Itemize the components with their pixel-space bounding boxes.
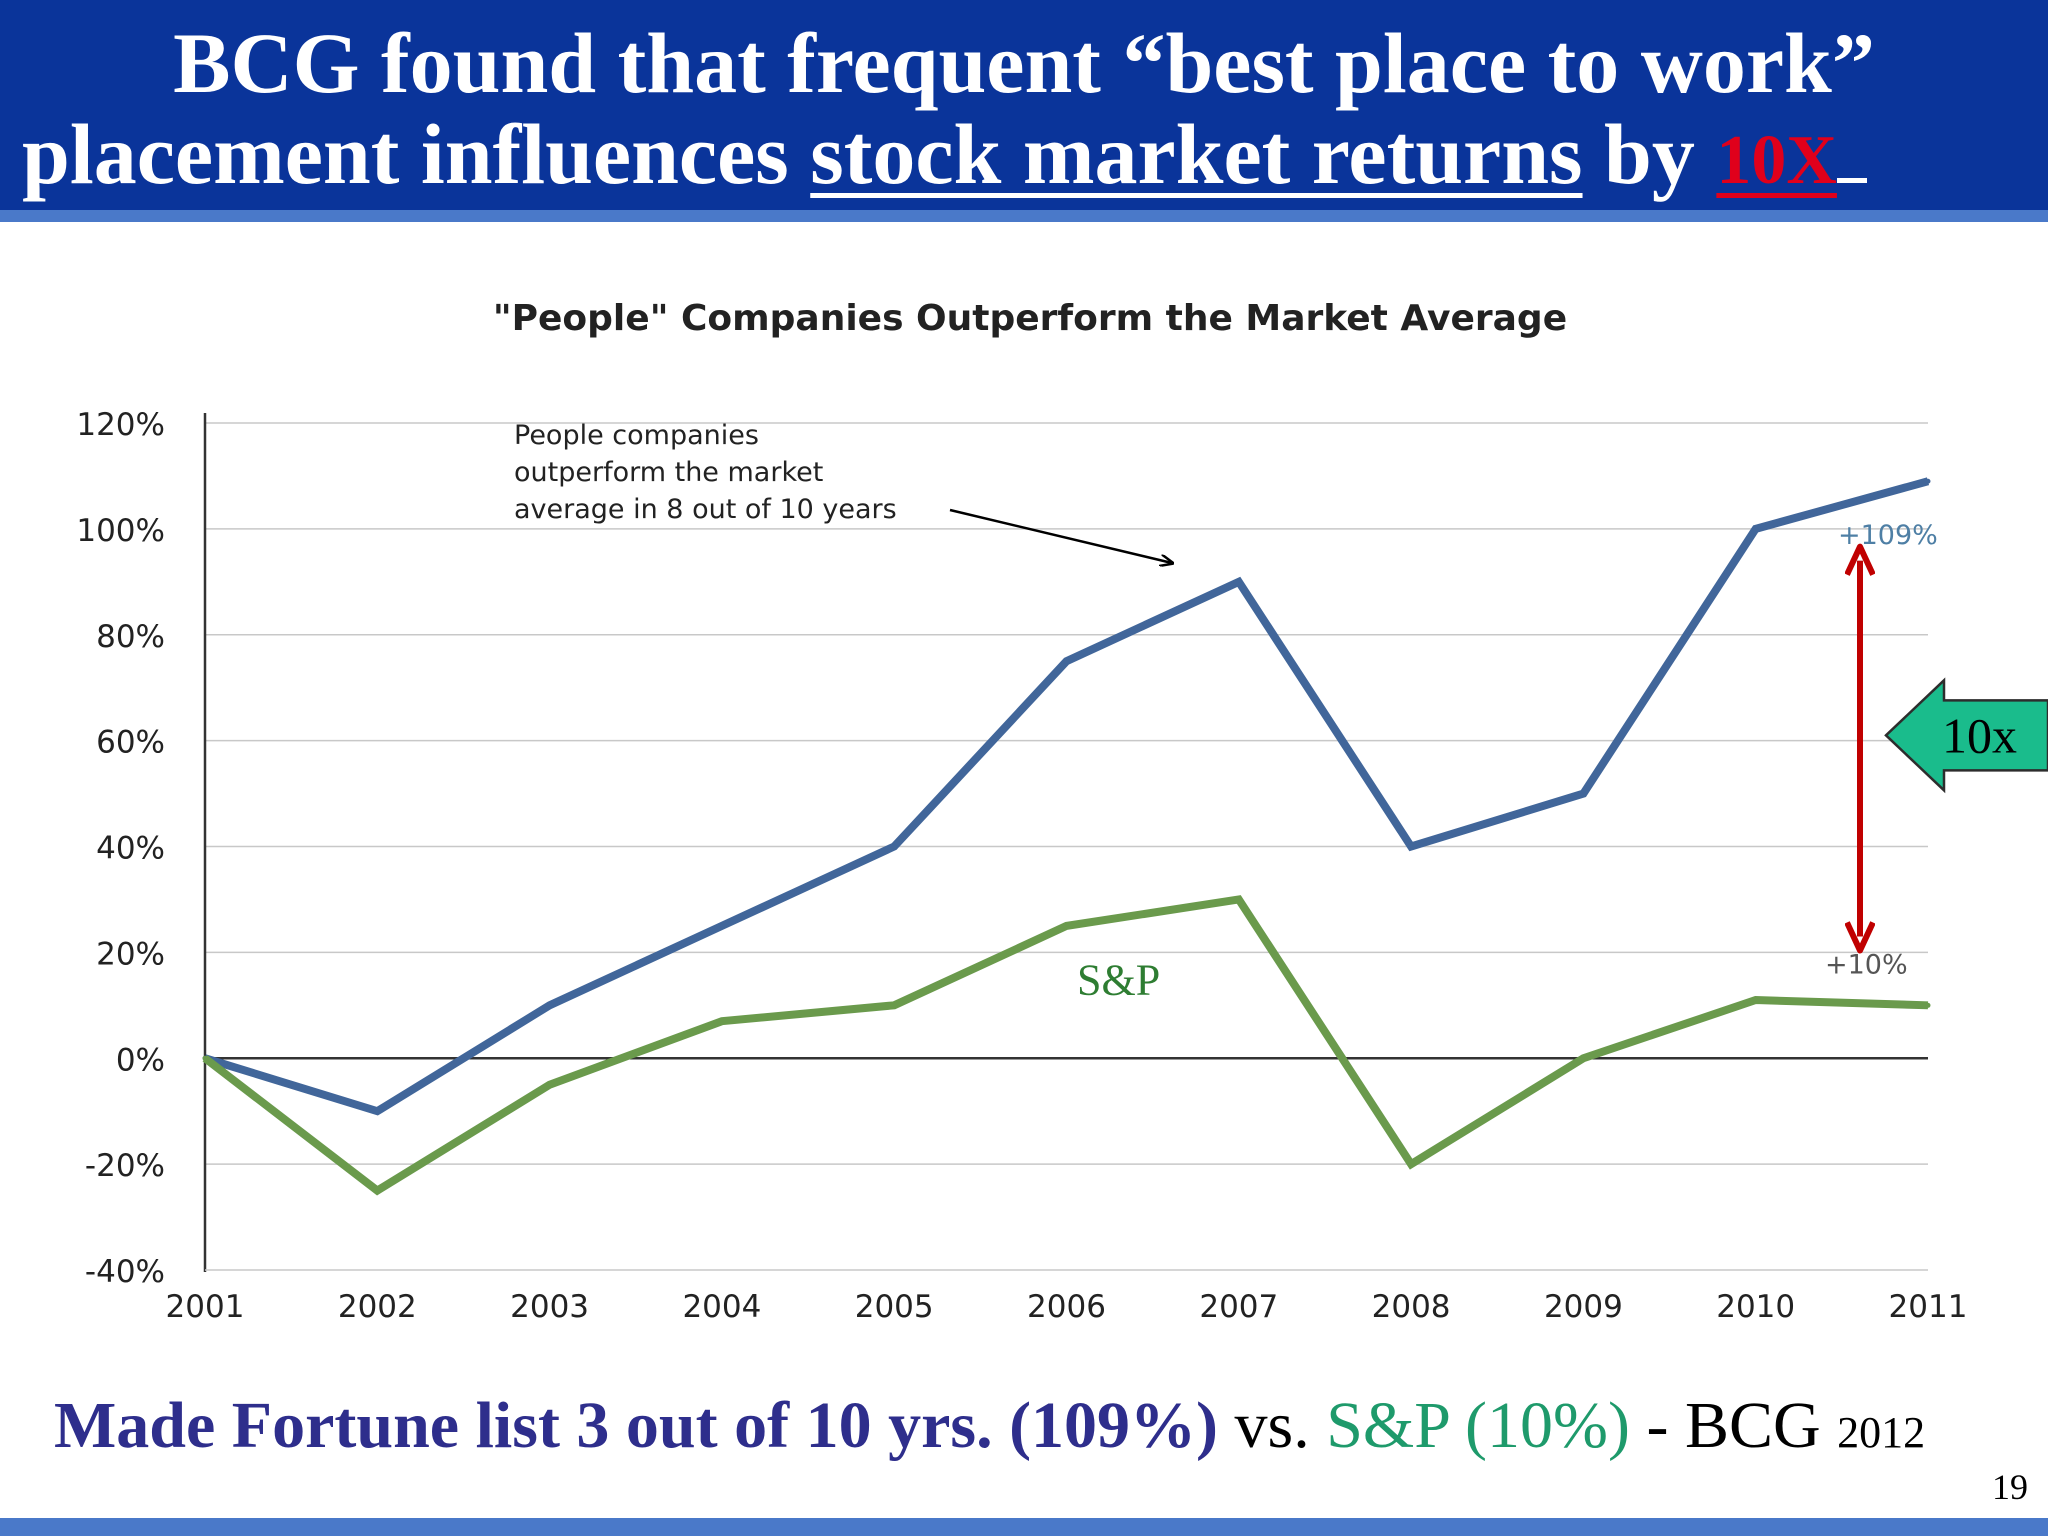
callout-arrow-shape <box>1884 677 2048 794</box>
x-tick-label: 2009 <box>1544 1289 1623 1325</box>
annotation-line: average in 8 out of 10 years <box>514 494 897 525</box>
x-tick-label: 2008 <box>1372 1289 1451 1325</box>
series-sp-line <box>202 895 1929 1196</box>
callout-text: 10x <box>1942 707 2017 763</box>
data-point <box>547 1002 553 1008</box>
data-point <box>891 844 897 849</box>
x-tick-label: 2003 <box>510 1289 589 1325</box>
headline-prefix: placement influences <box>22 106 811 202</box>
data-point <box>547 1082 553 1088</box>
footer-sp: S&P (10%) <box>1326 1389 1630 1462</box>
x-tick-label: 2006 <box>1027 1289 1106 1325</box>
y-tick-label: 40% <box>96 831 165 867</box>
annotation-text: People companies outperform the market ave… <box>514 420 897 525</box>
bottom-bar <box>0 1518 2048 1536</box>
x-tick-label: 2011 <box>1889 1289 1968 1325</box>
data-point <box>1925 1002 1931 1008</box>
data-point <box>719 1018 725 1024</box>
headline-blank <box>1836 108 1867 183</box>
end-label-sp: +10% <box>1825 950 1908 981</box>
footer-year: 2012 <box>1837 1408 1926 1457</box>
x-tick-label: 2007 <box>1199 1289 1278 1325</box>
data-point <box>202 1055 208 1061</box>
data-point <box>891 1002 897 1008</box>
headline-line-1: BCG found that frequent “best place to w… <box>173 15 1875 111</box>
title-banner: BCG found that frequent “best place to w… <box>0 0 2048 222</box>
data-point <box>374 1108 380 1114</box>
y-tick-label: 120% <box>76 407 165 443</box>
y-tick-label: 100% <box>76 513 165 549</box>
series-name-sp: S&P <box>1077 956 1160 1005</box>
data-point <box>1236 579 1242 585</box>
y-tick-label: 0% <box>116 1042 165 1078</box>
y-tick-label: 60% <box>96 725 165 761</box>
footer-caption: Made Fortune list 3 out of 10 yrs. (109%… <box>54 1388 1925 1464</box>
x-tick-label: 2010 <box>1716 1289 1795 1325</box>
headline-by: by <box>1582 106 1717 202</box>
annotation-line: outperform the market <box>514 457 823 488</box>
headline-underlined: stock market returns <box>810 106 1583 202</box>
y-tick-label: -40% <box>85 1254 165 1290</box>
series-people-line <box>203 477 1930 1116</box>
data-point <box>1580 1055 1586 1061</box>
chart-axes <box>203 413 1928 1272</box>
x-tick-label: 2001 <box>166 1289 245 1325</box>
y-tick-label: -20% <box>85 1148 165 1184</box>
data-point <box>1064 658 1069 664</box>
data-point <box>1753 526 1759 532</box>
chart-annotation: People companies outperform the market ave… <box>514 420 1172 563</box>
x-tick-label: 2002 <box>338 1289 417 1325</box>
y-tick-label: 20% <box>96 936 165 972</box>
x-tick-label: 2004 <box>682 1289 761 1325</box>
footer-source: - BCG <box>1629 1389 1838 1462</box>
annotation-line: People companies <box>514 420 759 451</box>
line-chart: "People" Companies Outperform the Market… <box>76 298 2048 1325</box>
data-point <box>1580 791 1586 797</box>
slide-number: 19 <box>1992 1467 2028 1507</box>
end-label-people: +109% <box>1838 520 1938 551</box>
data-point <box>1064 923 1069 929</box>
annotation-arrow <box>949 508 1172 563</box>
chart-title: "People" Companies Outperform the Market… <box>493 298 1567 339</box>
data-point <box>1925 478 1931 484</box>
headline-line-2: placement influences stock market return… <box>22 108 2048 206</box>
footer-vs: vs. <box>1218 1389 1327 1462</box>
chart-grid <box>205 422 1928 1165</box>
data-point <box>1408 1161 1414 1167</box>
data-point <box>1753 997 1759 1003</box>
callout-10x: 10x <box>1884 677 2048 794</box>
data-point <box>1236 896 1242 902</box>
y-tick-label: 80% <box>96 619 165 655</box>
headline-highlight: 10X <box>1716 122 1837 199</box>
data-point <box>719 923 725 929</box>
data-point <box>374 1188 380 1194</box>
chart-labels: 120% 100% 80% 60% 40% 20% 0% -20% -40%2001 2002 20… <box>76 407 1967 1325</box>
data-point <box>1408 844 1414 849</box>
chart-series <box>202 477 1931 1196</box>
x-tick-label: 2005 <box>855 1289 934 1325</box>
footer-main: Made Fortune list 3 out of 10 yrs. (109%… <box>54 1389 1219 1462</box>
